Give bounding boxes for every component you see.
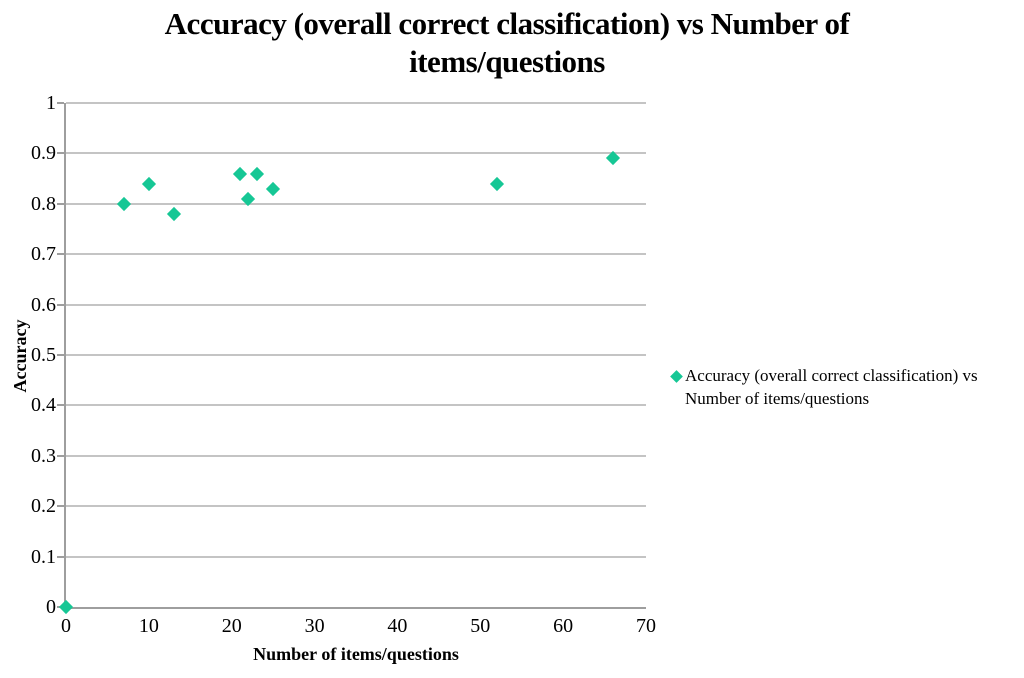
y-tick-label: 0.9 — [31, 142, 56, 165]
data-point[interactable] — [166, 206, 181, 221]
x-tick-label: 70 — [636, 615, 656, 637]
x-tick-label: 60 — [553, 615, 574, 637]
x-axis-line — [64, 607, 646, 609]
gridline — [66, 354, 646, 356]
y-tick-label: 0.8 — [31, 192, 56, 215]
gridline — [66, 102, 646, 104]
y-tick-mark — [57, 505, 64, 508]
legend-label-line-2: Number of items/questions — [685, 389, 870, 408]
legend-label-line-1: Accuracy (overall correct classification… — [685, 366, 978, 385]
y-tick-label: 0 — [46, 596, 56, 618]
y-tick-mark — [57, 202, 64, 205]
legend[interactable]: Accuracy (overall correct classification… — [670, 364, 1024, 410]
x-tick-label: 20 — [221, 615, 242, 637]
data-point[interactable] — [58, 599, 74, 615]
x-tick-label: 10 — [138, 615, 159, 637]
y-tick-label: 0.3 — [31, 444, 56, 467]
data-point[interactable] — [249, 166, 264, 181]
y-tick-label: 0.7 — [31, 243, 56, 266]
gridline — [66, 505, 646, 508]
y-tick-mark — [57, 253, 64, 256]
y-tick-label: 0.1 — [31, 545, 56, 568]
gridline — [66, 454, 646, 457]
x-tick-label: 30 — [304, 615, 325, 637]
y-tick-mark — [57, 555, 64, 558]
y-tick-mark — [57, 454, 64, 457]
gridline — [66, 555, 646, 558]
y-tick-mark — [57, 354, 64, 356]
data-point[interactable] — [489, 176, 504, 191]
y-axis-line — [64, 103, 66, 609]
x-tick-label: 40 — [387, 615, 408, 637]
data-point[interactable] — [141, 176, 156, 191]
chart-title-line-1: Accuracy (overall correct classification… — [164, 6, 850, 41]
y-tick-mark — [57, 404, 64, 407]
y-axis-title: Accuracy — [10, 319, 30, 393]
gridline — [66, 253, 646, 256]
gridline — [66, 152, 646, 155]
gridline — [66, 202, 646, 205]
y-tick-label: 1 — [46, 92, 56, 114]
chart-title: Accuracy (overall correct classification… — [0, 5, 1014, 81]
y-tick-label: 0.4 — [31, 394, 56, 417]
data-point[interactable] — [232, 166, 248, 181]
legend-label: Accuracy (overall correct classification… — [685, 364, 1024, 410]
y-tick-mark — [57, 303, 64, 306]
chart-title-line-2: items/questions — [409, 44, 605, 79]
y-tick-label: 0.5 — [31, 344, 56, 366]
data-point[interactable] — [116, 196, 132, 211]
y-tick-label: 0.6 — [31, 293, 56, 316]
x-axis-title: Number of items/questions — [253, 644, 459, 664]
gridline — [66, 404, 646, 407]
y-tick-mark — [57, 152, 64, 155]
x-tick-label: 50 — [470, 615, 491, 637]
plot-area — [57, 102, 646, 615]
data-point[interactable] — [266, 181, 281, 196]
gridline — [66, 303, 646, 306]
y-tick-label: 0.2 — [31, 495, 56, 518]
legend-diamond-icon — [670, 370, 683, 383]
x-tick-label: 0 — [61, 615, 71, 637]
y-tick-mark — [57, 102, 64, 104]
